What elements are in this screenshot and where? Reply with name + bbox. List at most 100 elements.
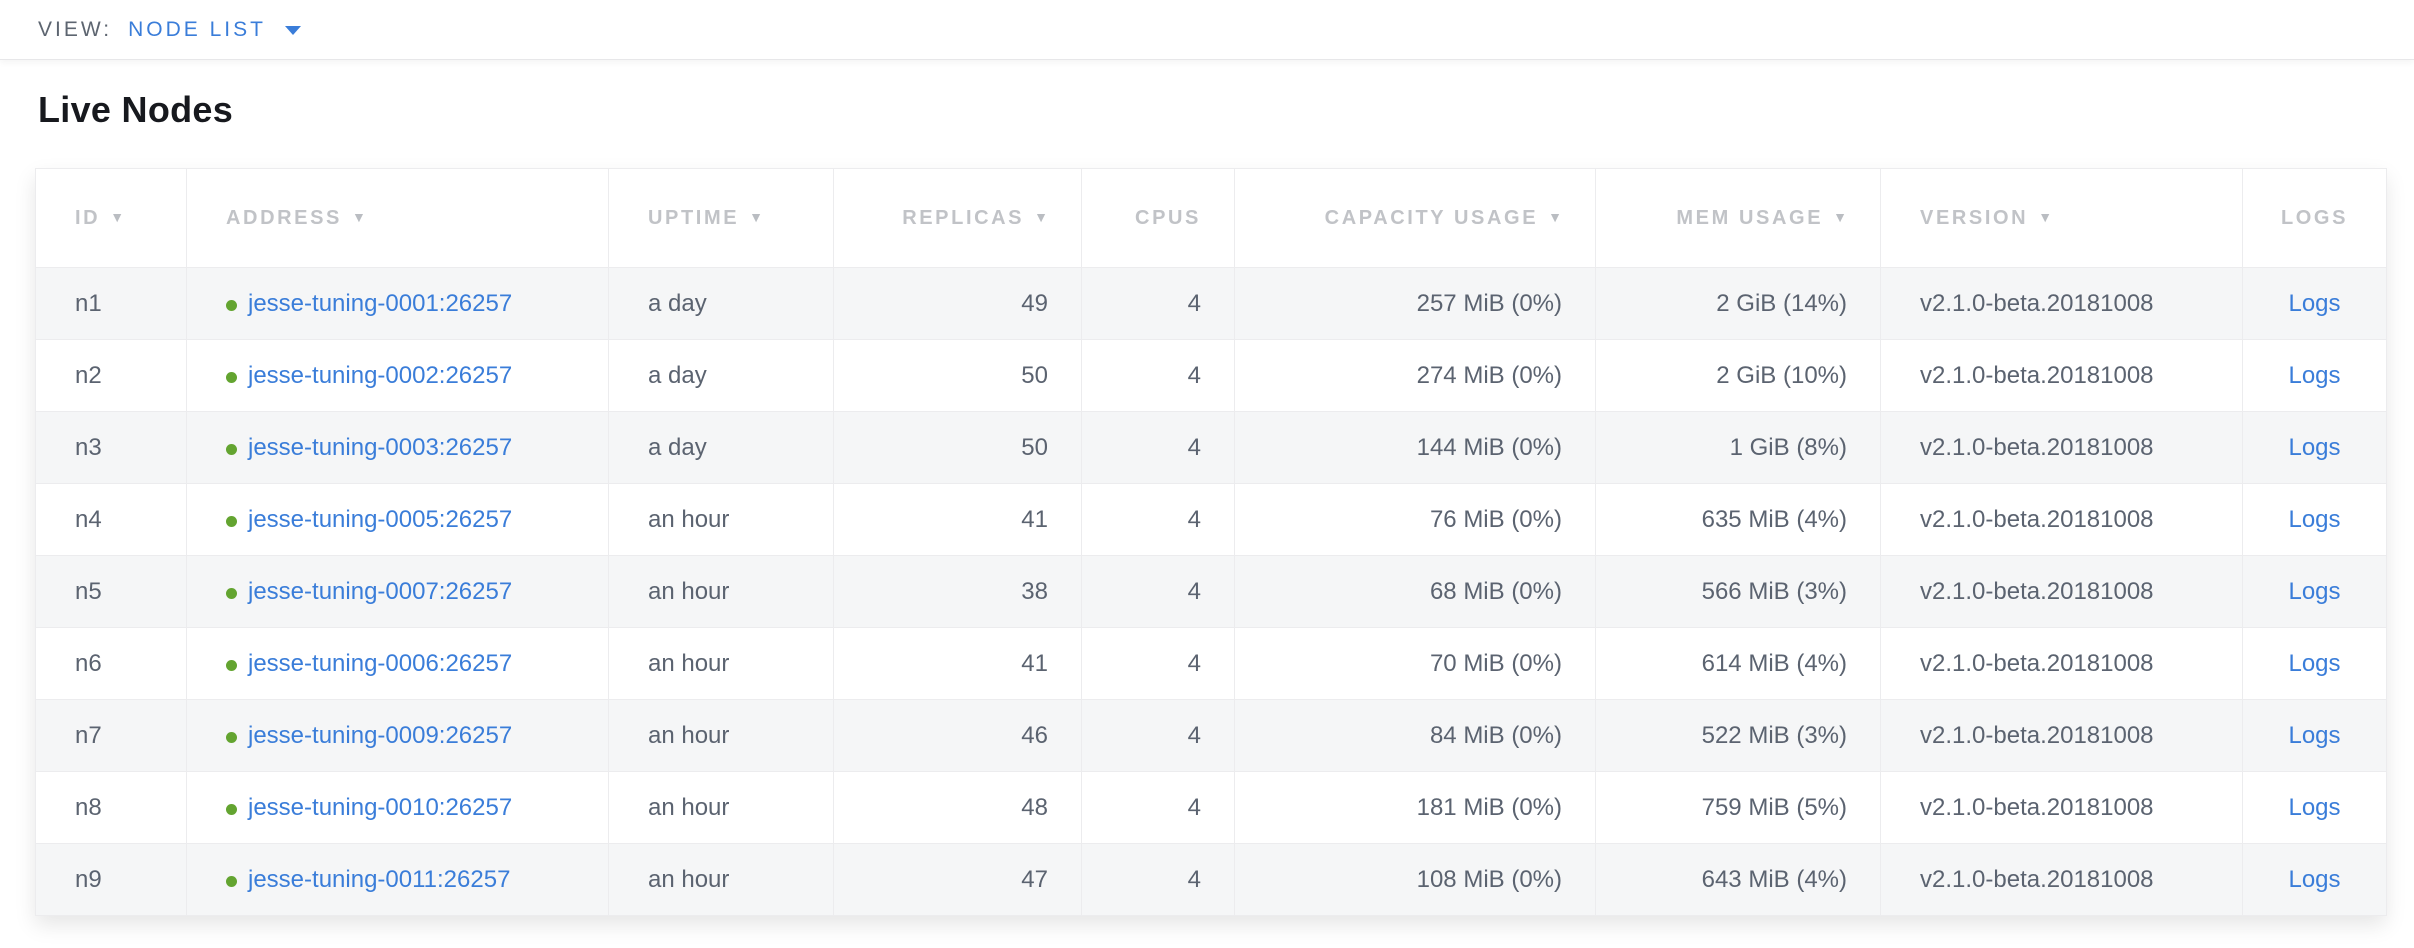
cell-address: jesse-tuning-0005:26257 [186, 483, 609, 556]
cell-replicas: 50 [833, 339, 1082, 412]
cell-version: v2.1.0-beta.20181008 [1880, 555, 2243, 628]
cell-cpus: 4 [1081, 771, 1235, 844]
cell-logs: Logs [2242, 483, 2387, 556]
column-header-label: MEM USAGE [1676, 206, 1824, 229]
cell-uptime: an hour [608, 555, 834, 628]
view-label: VIEW: [38, 17, 113, 41]
address-link[interactable]: jesse-tuning-0002:26257 [248, 361, 513, 389]
column-header-replicas[interactable]: REPLICAS ▼ [833, 168, 1082, 268]
cell-capacity: 70 MiB (0%) [1234, 627, 1596, 700]
cell-logs: Logs [2242, 411, 2387, 484]
cell-mem: 643 MiB (4%) [1595, 843, 1881, 916]
cell-replicas: 49 [833, 267, 1082, 340]
logs-link[interactable]: Logs [2288, 505, 2341, 533]
column-header-label: VERSION [1920, 206, 2029, 229]
address-link[interactable]: jesse-tuning-0003:26257 [248, 433, 513, 461]
logs-link[interactable]: Logs [2288, 721, 2341, 749]
table-row-n8: n8 jesse-tuning-0010:26257 an hour 48 4 181 M… [35, 771, 2387, 844]
cell-version: v2.1.0-beta.20181008 [1880, 267, 2243, 340]
table-row-n5: n5 jesse-tuning-0007:26257 an hour 38 4 68 Mi… [35, 555, 2387, 628]
table-row-n1: n1 jesse-tuning-0001:26257 a day 49 4 257 MiB… [35, 267, 2387, 340]
table-row-n2: n2 jesse-tuning-0002:26257 a day 50 4 274 MiB… [35, 339, 2387, 412]
cell-replicas: 38 [833, 555, 1082, 628]
node-list-dropdown[interactable]: NODE LIST [128, 18, 301, 42]
sort-desc-icon: ▼ [1548, 208, 1562, 225]
logs-link[interactable]: Logs [2288, 793, 2341, 821]
address-link[interactable]: jesse-tuning-0007:26257 [248, 577, 513, 605]
cell-id: n3 [35, 411, 187, 484]
cell-address: jesse-tuning-0011:26257 [186, 843, 609, 916]
cell-cpus: 4 [1081, 483, 1235, 556]
logs-link[interactable]: Logs [2288, 433, 2341, 461]
cell-version: v2.1.0-beta.20181008 [1880, 627, 2243, 700]
cell-logs: Logs [2242, 771, 2387, 844]
node-live-status-icon [226, 659, 237, 671]
column-header-label: LOGS [2280, 206, 2349, 229]
cell-capacity: 257 MiB (0%) [1234, 267, 1596, 340]
cell-capacity: 76 MiB (0%) [1234, 483, 1596, 556]
cell-uptime: a day [608, 411, 834, 484]
cell-cpus: 4 [1081, 339, 1235, 412]
address-link[interactable]: jesse-tuning-0011:26257 [248, 865, 511, 893]
column-header-id[interactable]: ID ▼ [35, 168, 187, 268]
cell-address: jesse-tuning-0010:26257 [186, 771, 609, 844]
cell-logs: Logs [2242, 555, 2387, 628]
node-live-status-icon [226, 443, 237, 455]
logs-link[interactable]: Logs [2288, 577, 2341, 605]
column-header-uptime[interactable]: UPTIME ▼ [608, 168, 834, 268]
column-header-mem[interactable]: MEM USAGE ▼ [1595, 168, 1881, 268]
chevron-down-icon [284, 26, 301, 35]
cell-mem: 635 MiB (4%) [1595, 483, 1881, 556]
column-header-address[interactable]: ADDRESS ▼ [186, 168, 609, 268]
cell-address: jesse-tuning-0007:26257 [186, 555, 609, 628]
sort-desc-icon: ▼ [352, 208, 366, 225]
table-row-n7: n7 jesse-tuning-0009:26257 an hour 46 4 84 Mi… [35, 699, 2387, 772]
address-link[interactable]: jesse-tuning-0001:26257 [248, 289, 513, 317]
cell-capacity: 274 MiB (0%) [1234, 339, 1596, 412]
cell-logs: Logs [2242, 267, 2387, 340]
node-live-status-icon [226, 803, 237, 815]
cell-version: v2.1.0-beta.20181008 [1880, 699, 2243, 772]
logs-link[interactable]: Logs [2288, 649, 2341, 677]
cell-address: jesse-tuning-0006:26257 [186, 627, 609, 700]
address-link[interactable]: jesse-tuning-0010:26257 [248, 793, 513, 821]
column-header-label: UPTIME [648, 206, 740, 229]
cell-capacity: 181 MiB (0%) [1234, 771, 1596, 844]
column-header-version[interactable]: VERSION ▼ [1880, 168, 2243, 268]
cell-id: n9 [35, 843, 187, 916]
cell-address: jesse-tuning-0009:26257 [186, 699, 609, 772]
cell-id: n2 [35, 339, 187, 412]
cell-version: v2.1.0-beta.20181008 [1880, 411, 2243, 484]
cell-id: n6 [35, 627, 187, 700]
cell-cpus: 4 [1081, 843, 1235, 916]
cell-replicas: 48 [833, 771, 1082, 844]
cell-replicas: 50 [833, 411, 1082, 484]
address-link[interactable]: jesse-tuning-0006:26257 [248, 649, 513, 677]
address-link[interactable]: jesse-tuning-0009:26257 [248, 721, 513, 749]
cell-uptime: an hour [608, 771, 834, 844]
node-live-status-icon [226, 875, 237, 887]
column-header-capacity[interactable]: CAPACITY USAGE ▼ [1234, 168, 1596, 268]
logs-link[interactable]: Logs [2288, 289, 2341, 317]
cell-cpus: 4 [1081, 627, 1235, 700]
cell-address: jesse-tuning-0002:26257 [186, 339, 609, 412]
cell-replicas: 46 [833, 699, 1082, 772]
cell-address: jesse-tuning-0001:26257 [186, 267, 609, 340]
view-bar: VIEW: NODE LIST [0, 0, 2414, 60]
cell-logs: Logs [2242, 699, 2387, 772]
cell-address: jesse-tuning-0003:26257 [186, 411, 609, 484]
cell-uptime: an hour [608, 699, 834, 772]
cell-logs: Logs [2242, 843, 2387, 916]
cell-replicas: 41 [833, 483, 1082, 556]
cell-version: v2.1.0-beta.20181008 [1880, 339, 2243, 412]
cell-cpus: 4 [1081, 555, 1235, 628]
cell-capacity: 108 MiB (0%) [1234, 843, 1596, 916]
cell-capacity: 84 MiB (0%) [1234, 699, 1596, 772]
address-link[interactable]: jesse-tuning-0005:26257 [248, 505, 513, 533]
sort-desc-icon: ▼ [749, 208, 764, 225]
table-row-n9: n9 jesse-tuning-0011:26257 an hour 47 4 108 M… [35, 843, 2387, 916]
logs-link[interactable]: Logs [2288, 865, 2341, 893]
cell-id: n8 [35, 771, 187, 844]
cell-logs: Logs [2242, 339, 2387, 412]
logs-link[interactable]: Logs [2288, 361, 2341, 389]
